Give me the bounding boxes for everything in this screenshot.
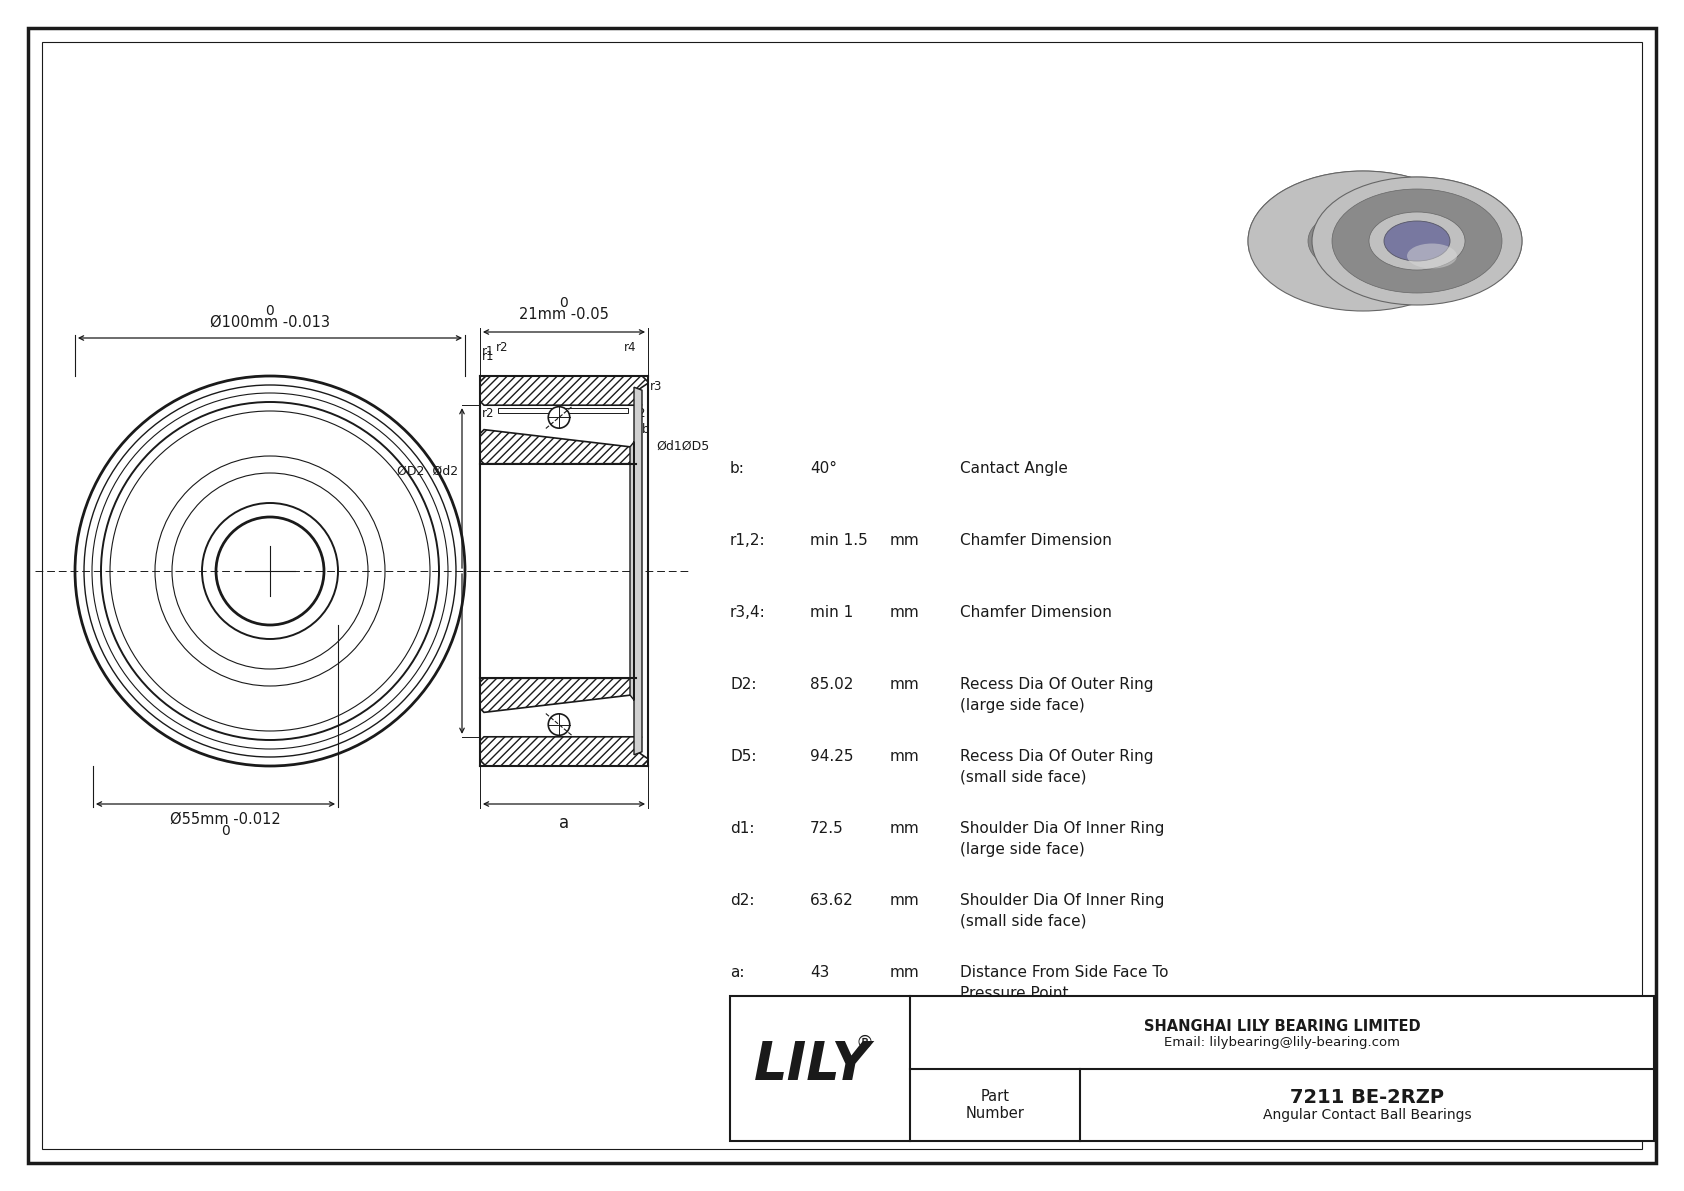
Text: mm: mm — [891, 605, 919, 621]
Polygon shape — [480, 737, 648, 766]
Polygon shape — [1248, 172, 1522, 273]
Text: 40°: 40° — [810, 461, 837, 476]
Text: 7211 BE-2RZP: 7211 BE-2RZP — [1290, 1089, 1443, 1108]
Bar — [498, 409, 628, 413]
Text: mm: mm — [891, 534, 919, 548]
Text: mm: mm — [891, 893, 919, 908]
Text: 72.5: 72.5 — [810, 821, 844, 836]
Ellipse shape — [1308, 208, 1418, 274]
Text: D2:: D2: — [729, 676, 756, 692]
Text: Chamfer Dimension: Chamfer Dimension — [960, 605, 1111, 621]
Text: 85.02: 85.02 — [810, 676, 854, 692]
Ellipse shape — [1384, 222, 1450, 261]
Text: r2: r2 — [482, 407, 495, 420]
Text: Ød1ØD5: Ød1ØD5 — [657, 441, 709, 454]
Text: Distance From Side Face To
Pressure Point: Distance From Side Face To Pressure Poin… — [960, 965, 1169, 1000]
Text: r1: r1 — [482, 345, 495, 358]
Text: mm: mm — [891, 965, 919, 980]
Text: Cantact Angle: Cantact Angle — [960, 461, 1068, 476]
Polygon shape — [480, 376, 648, 405]
Circle shape — [549, 713, 569, 735]
Polygon shape — [480, 674, 637, 712]
Text: r4: r4 — [623, 341, 637, 354]
Text: a:: a: — [729, 965, 744, 980]
Text: r1,2:: r1,2: — [729, 534, 766, 548]
Ellipse shape — [1325, 218, 1401, 264]
Text: Ø100mm -0.013: Ø100mm -0.013 — [210, 314, 330, 330]
Text: SHANGHAI LILY BEARING LIMITED: SHANGHAI LILY BEARING LIMITED — [1143, 1018, 1420, 1034]
Text: 0: 0 — [266, 304, 274, 318]
Circle shape — [549, 406, 569, 428]
Text: 0: 0 — [221, 824, 231, 838]
Text: r2: r2 — [633, 407, 647, 420]
Text: b:: b: — [729, 461, 744, 476]
Text: r2: r2 — [497, 341, 509, 354]
Text: LILY: LILY — [753, 1039, 871, 1091]
Text: 21mm -0.05: 21mm -0.05 — [519, 307, 610, 322]
Polygon shape — [480, 430, 637, 468]
Text: r1: r1 — [482, 350, 495, 363]
Text: Email: lilybearing@lily-bearing.com: Email: lilybearing@lily-bearing.com — [1164, 1036, 1399, 1049]
Text: D5:: D5: — [729, 749, 756, 763]
Text: Shoulder Dia Of Inner Ring
(small side face): Shoulder Dia Of Inner Ring (small side f… — [960, 893, 1164, 929]
Text: min 1: min 1 — [810, 605, 854, 621]
Ellipse shape — [1369, 212, 1465, 270]
Ellipse shape — [1408, 243, 1457, 268]
Text: 0: 0 — [559, 297, 569, 310]
Ellipse shape — [1248, 172, 1479, 311]
Text: a: a — [559, 813, 569, 833]
Text: Ø55mm -0.012: Ø55mm -0.012 — [170, 812, 281, 827]
Ellipse shape — [1332, 189, 1502, 293]
Text: ØD2  Ød2: ØD2 Ød2 — [397, 464, 458, 478]
Text: Angular Contact Ball Bearings: Angular Contact Ball Bearings — [1263, 1108, 1472, 1122]
Text: mm: mm — [891, 676, 919, 692]
Text: Chamfer Dimension: Chamfer Dimension — [960, 534, 1111, 548]
Text: Recess Dia Of Outer Ring
(large side face): Recess Dia Of Outer Ring (large side fac… — [960, 676, 1154, 713]
Text: mm: mm — [891, 749, 919, 763]
Text: Part
Number: Part Number — [965, 1089, 1024, 1121]
Text: r3,4:: r3,4: — [729, 605, 766, 621]
Text: ®: ® — [855, 1034, 872, 1052]
Text: min 1.5: min 1.5 — [810, 534, 867, 548]
Text: Recess Dia Of Outer Ring
(small side face): Recess Dia Of Outer Ring (small side fac… — [960, 749, 1154, 785]
Ellipse shape — [1325, 218, 1401, 264]
Text: mm: mm — [891, 821, 919, 836]
Polygon shape — [630, 387, 642, 755]
Bar — [729, 996, 1654, 1141]
Text: 43: 43 — [810, 965, 830, 980]
Ellipse shape — [1312, 177, 1522, 305]
Text: b: b — [642, 423, 650, 436]
Text: 94.25: 94.25 — [810, 749, 854, 763]
Text: 63.62: 63.62 — [810, 893, 854, 908]
Text: Shoulder Dia Of Inner Ring
(large side face): Shoulder Dia Of Inner Ring (large side f… — [960, 821, 1164, 858]
Text: r3: r3 — [650, 380, 662, 393]
Text: d1:: d1: — [729, 821, 754, 836]
Text: d2:: d2: — [729, 893, 754, 908]
